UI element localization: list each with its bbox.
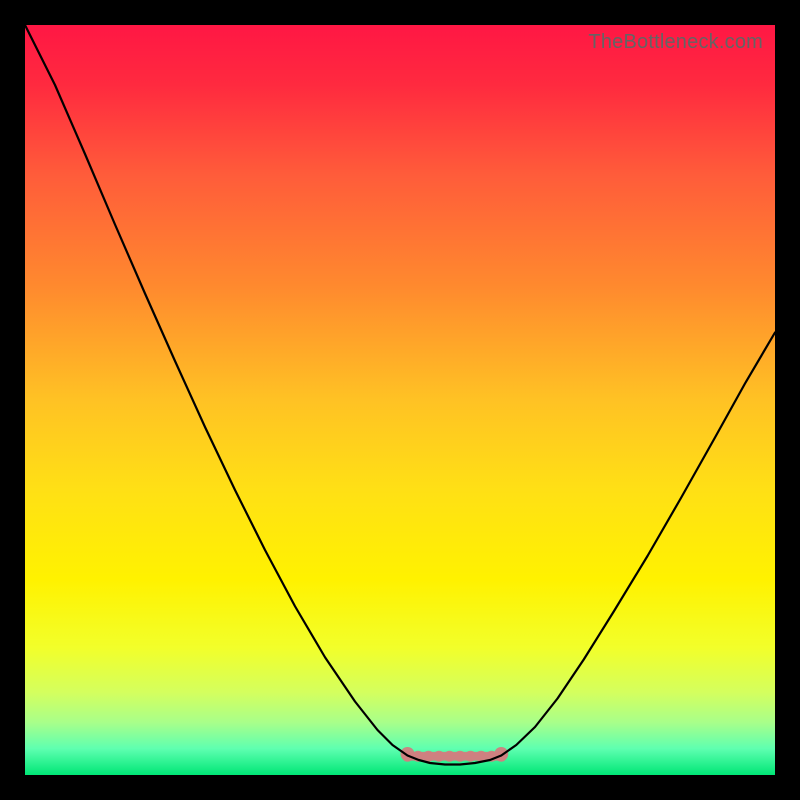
plot-area: TheBottleneck.com — [25, 25, 775, 775]
gradient-background — [25, 25, 775, 775]
chart-container: TheBottleneck.com — [0, 0, 800, 800]
plot-svg — [25, 25, 775, 775]
